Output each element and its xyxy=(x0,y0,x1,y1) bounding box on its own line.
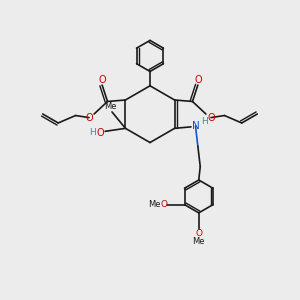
Text: O: O xyxy=(195,229,202,238)
Text: Me: Me xyxy=(105,102,117,111)
Text: N: N xyxy=(192,121,199,131)
Text: O: O xyxy=(207,112,215,123)
Text: O: O xyxy=(194,75,202,85)
Text: O: O xyxy=(98,75,106,85)
Text: Me: Me xyxy=(148,200,161,209)
Text: H: H xyxy=(89,128,96,137)
Text: Me: Me xyxy=(193,237,205,246)
Text: O: O xyxy=(160,200,167,209)
Text: O: O xyxy=(96,128,104,137)
Text: H: H xyxy=(201,117,208,126)
Text: O: O xyxy=(85,112,93,123)
